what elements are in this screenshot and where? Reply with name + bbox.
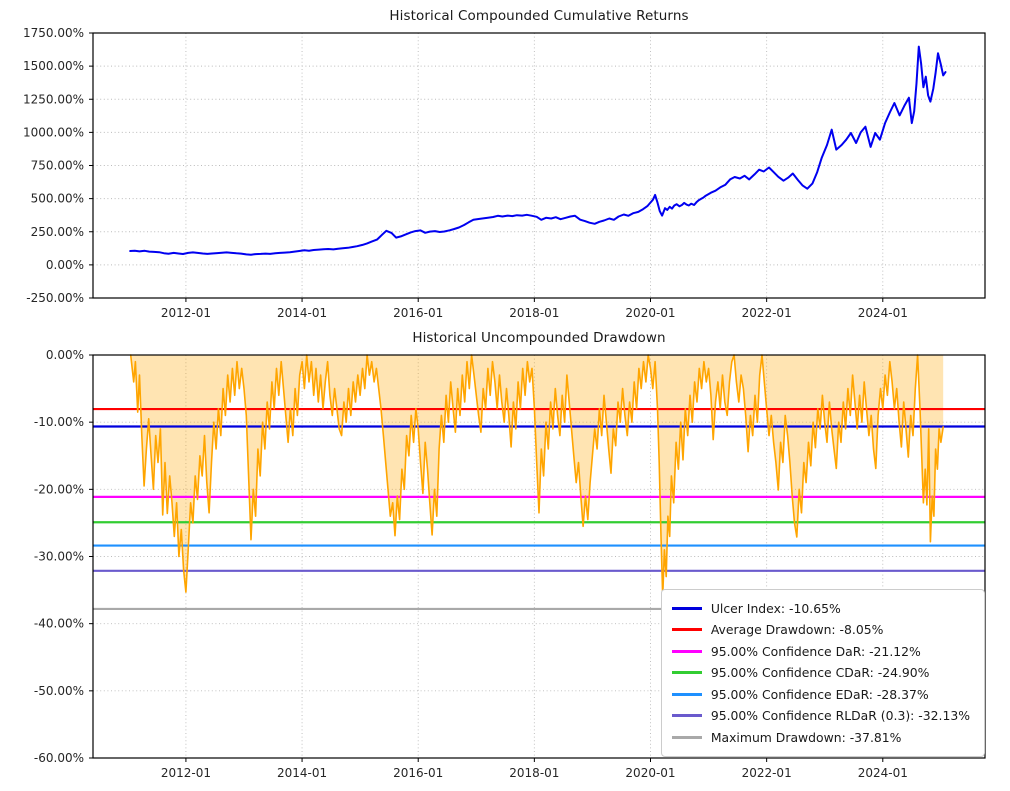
average-drawdown-legend-line — [671, 628, 702, 632]
cdar-95-legend-line — [671, 671, 702, 675]
x-tick-label: 2024-01 — [858, 766, 908, 780]
x-tick-label: 2012-01 — [161, 306, 211, 320]
legend-label-ulcer-index: Ulcer Index: -10.65% — [710, 600, 841, 616]
y-tick-label: 750.00% — [31, 159, 84, 173]
x-tick-label: 2014-01 — [277, 306, 327, 320]
drawdown-line — [129, 354, 945, 598]
legend-label-average-drawdown: Average Drawdown: -8.05% — [710, 622, 884, 638]
ulcer-index-legend-line — [671, 606, 702, 610]
drawdown-legend: Ulcer Index: -10.65% Average Drawdown: -8… — [660, 588, 985, 757]
maximum-drawdown-legend-line — [671, 735, 702, 739]
y-tick-label: -60.00% — [34, 751, 84, 765]
legend-item-maximum-drawdown: Maximum Drawdown: -37.81% — [671, 727, 970, 749]
x-tick-label: 2020-01 — [625, 306, 675, 320]
legend-item-rldar-95: 95.00% Confidence RLDaR (0.3): -32.13% — [671, 705, 970, 727]
x-tick-label: 2022-01 — [742, 766, 792, 780]
legend-item-ulcer-index: Ulcer Index: -10.65% — [671, 598, 970, 620]
cumulative-returns-line — [129, 45, 947, 256]
returns-chart-title: Historical Compounded Cumulative Returns — [389, 8, 689, 24]
legend-label-rldar-95: 95.00% Confidence RLDaR (0.3): -32.13% — [710, 708, 970, 724]
y-tick-label: -30.00% — [34, 550, 84, 564]
legend-item-edar-95: 95.00% Confidence EDaR: -28.37% — [671, 684, 970, 706]
legend-item-average-drawdown: Average Drawdown: -8.05% — [671, 619, 970, 641]
y-tick-label: 1250.00% — [23, 92, 84, 106]
drawdown-plot: 0.00% -10.00% -20.00% -30.00% -40.00% -50.00%… — [34, 348, 986, 780]
tick-labels: 0.00% -10.00% -20.00% -30.00% -40.00% -50.00%… — [34, 348, 908, 780]
legend-label-maximum-drawdown: Maximum Drawdown: -37.81% — [710, 729, 902, 745]
y-tick-label: -250.00% — [26, 291, 84, 305]
x-tick-label: 2020-01 — [625, 766, 675, 780]
x-tick-label: 2024-01 — [858, 306, 908, 320]
x-tick-label: 2016-01 — [393, 766, 443, 780]
legend-label-cdar-95: 95.00% Confidence CDaR: -24.90% — [710, 665, 930, 681]
y-tick-label: 0.00% — [46, 348, 84, 362]
rldar-95-legend-line — [671, 714, 702, 718]
y-tick-label: 1750.00% — [23, 26, 84, 40]
y-tick-label: -20.00% — [34, 482, 84, 496]
y-tick-label: 250.00% — [31, 225, 84, 239]
returns-plot: 1750.00% 1500.00% 1250.00% 1000.00% 750.00% 5… — [23, 26, 986, 320]
tick-labels: 1750.00% 1500.00% 1250.00% 1000.00% 750.00% 5… — [23, 26, 908, 320]
y-tick-label: -40.00% — [34, 617, 84, 631]
y-tick-label: -10.00% — [34, 415, 84, 429]
legend-item-cdar-95: 95.00% Confidence CDaR: -24.90% — [671, 662, 970, 684]
x-tick-label: 2016-01 — [393, 306, 443, 320]
legend-item-dar-95: 95.00% Confidence DaR: -21.12% — [671, 641, 970, 663]
y-tick-label: 0.00% — [46, 258, 84, 272]
x-tick-label: 2014-01 — [277, 766, 327, 780]
y-tick-label: 1500.00% — [23, 59, 84, 73]
gridlines — [93, 32, 985, 299]
edar-95-legend-line — [671, 692, 702, 696]
legend-label-dar-95: 95.00% Confidence DaR: -21.12% — [710, 643, 921, 659]
y-tick-label: 500.00% — [31, 192, 84, 206]
legend-label-edar-95: 95.00% Confidence EDaR: -28.37% — [710, 686, 929, 702]
drawdown-area — [130, 355, 944, 597]
x-tick-label: 2012-01 — [161, 766, 211, 780]
y-tick-label: -50.00% — [34, 684, 84, 698]
x-tick-label: 2022-01 — [742, 306, 792, 320]
drawdown-chart-title: Historical Uncompounded Drawdown — [412, 330, 666, 346]
dar-95-legend-line — [671, 649, 702, 653]
x-tick-label: 2018-01 — [509, 766, 559, 780]
y-tick-label: 1000.00% — [23, 125, 84, 139]
x-tick-label: 2018-01 — [509, 306, 559, 320]
